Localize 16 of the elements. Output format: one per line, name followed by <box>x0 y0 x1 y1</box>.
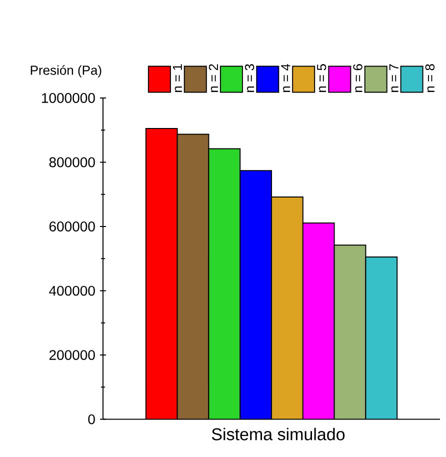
y-tick-label: 0 <box>88 414 95 424</box>
y-tick-label: 1000000 <box>42 93 95 103</box>
legend-label: n = 6 <box>353 64 362 92</box>
y-tick-label: 400000 <box>49 286 95 296</box>
y-tick-label: 800000 <box>49 157 95 168</box>
y-axis-title: Presión (Pa) <box>30 65 102 78</box>
legend-label: n = 4 <box>281 64 290 92</box>
legend-label: n = 8 <box>425 64 434 92</box>
legend-label: n = 1 <box>172 64 182 92</box>
legend-label: n = 7 <box>389 64 398 92</box>
x-axis-title: Sistema simulado <box>212 428 345 440</box>
legend-label: n = 5 <box>317 64 326 92</box>
legend-label: n = 2 <box>208 64 218 92</box>
legend-label: n = 3 <box>244 64 254 92</box>
y-tick-label: 600000 <box>49 222 95 232</box>
y-tick-label: 200000 <box>49 350 95 360</box>
